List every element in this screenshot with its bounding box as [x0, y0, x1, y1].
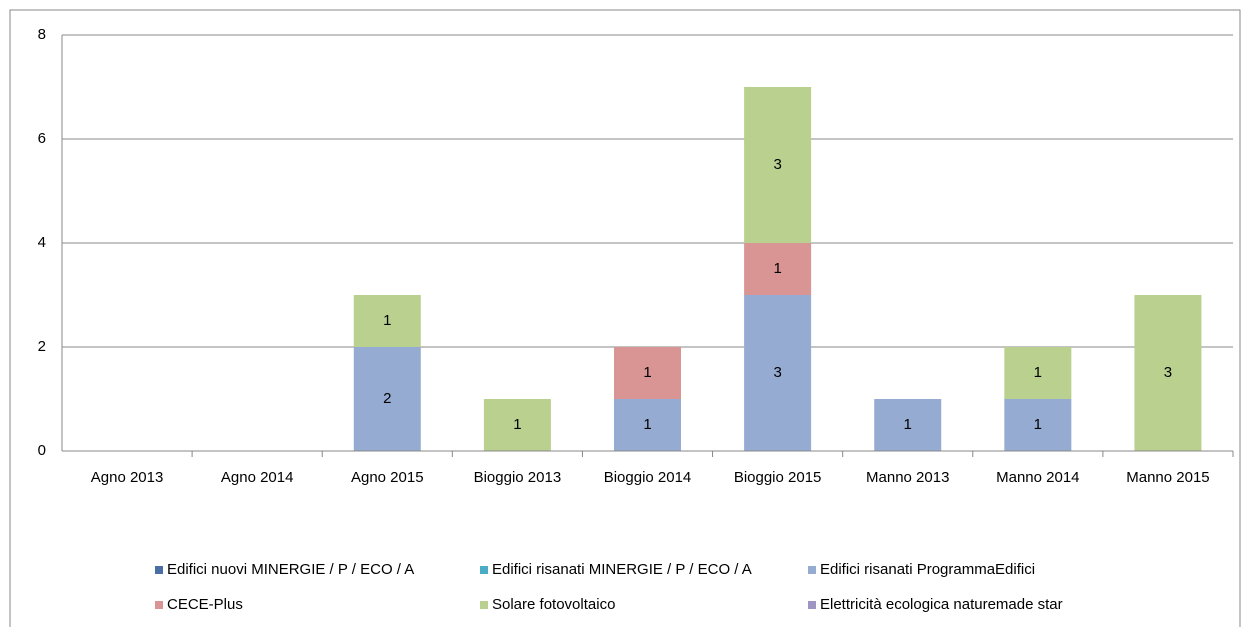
legend-swatch [155, 566, 163, 574]
bar-segment [1004, 399, 1072, 451]
data-label: 3 [773, 156, 781, 173]
legend-swatch [808, 601, 816, 609]
bar-segment [353, 347, 421, 451]
bar-segment [614, 347, 681, 399]
bar-segment [614, 399, 681, 451]
bar-segment [353, 295, 421, 347]
x-tick-label: Manno 2014 [996, 469, 1079, 486]
legend-swatch [480, 601, 488, 609]
bar-segment [744, 243, 812, 295]
legend-label: Elettricità ecologica naturemade star [820, 596, 1063, 613]
x-tick-label: Agno 2014 [221, 469, 294, 486]
legend-swatch [808, 566, 816, 574]
legend-label: Edifici risanati MINERGIE / P / ECO / A [492, 561, 752, 578]
y-tick-label: 0 [38, 442, 46, 459]
x-tick-label: Agno 2013 [91, 469, 164, 486]
chart-frame [9, 9, 1241, 627]
bar-segment [483, 399, 551, 451]
data-label: 1 [1034, 364, 1042, 381]
data-label: 2 [383, 390, 391, 407]
x-tick-label: Bioggio 2014 [604, 469, 692, 486]
x-tick-label: Manno 2013 [866, 469, 949, 486]
bar-segment [744, 87, 812, 243]
x-tick-label: Manno 2015 [1126, 469, 1209, 486]
legend-label: Edifici nuovi MINERGIE / P / ECO / A [167, 561, 414, 578]
bar-segment [1004, 347, 1072, 399]
x-tick-label: Bioggio 2015 [734, 469, 822, 486]
bar-segment [744, 295, 812, 451]
data-label: 1 [383, 312, 391, 329]
legend-label: CECE-Plus [167, 596, 243, 613]
y-tick-label: 4 [38, 234, 46, 251]
x-tick-label: Bioggio 2013 [474, 469, 562, 486]
data-label: 1 [513, 416, 521, 433]
legend-label: Solare fotovoltaico [492, 596, 615, 613]
y-tick-label: 8 [38, 26, 46, 43]
legend-swatch [480, 566, 488, 574]
data-label: 1 [904, 416, 912, 433]
y-tick-label: 2 [38, 338, 46, 355]
legend-label: Edifici risanati ProgrammaEdifici [820, 561, 1035, 578]
bar-segment [1134, 295, 1202, 451]
data-label: 1 [1034, 416, 1042, 433]
data-label: 3 [1164, 364, 1172, 381]
x-tick-label: Agno 2015 [351, 469, 424, 486]
legend-swatch [155, 601, 163, 609]
data-label: 1 [643, 364, 651, 381]
y-tick-label: 6 [38, 130, 46, 147]
data-label: 3 [773, 364, 781, 381]
data-label: 1 [643, 416, 651, 433]
data-label: 1 [773, 260, 781, 277]
bar-segment [874, 399, 942, 451]
